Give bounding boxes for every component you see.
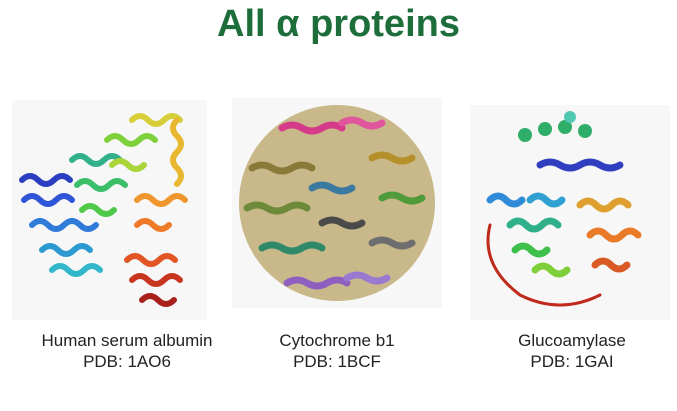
- protein-name: Glucoamylase: [518, 331, 626, 350]
- protein-pdb-id: PDB: 1AO6: [83, 352, 171, 371]
- protein-name: Human serum albumin: [41, 331, 213, 350]
- protein-image-albumin: [12, 100, 207, 320]
- protein-caption-albumin: Human serum albumin PDB: 1AO6: [22, 330, 232, 372]
- protein-pdb-id: PDB: 1GAI: [530, 352, 614, 371]
- protein-image-cytochrome: [232, 98, 442, 308]
- protein-caption-glucoamylase: Glucoamylase PDB: 1GAI: [482, 330, 662, 372]
- protein-name: Cytochrome b1: [279, 331, 395, 350]
- protein-image-glucoamylase: [470, 105, 670, 320]
- page-title: All α proteins: [217, 3, 460, 45]
- protein-caption-cytochrome: Cytochrome b1 PDB: 1BCF: [242, 330, 432, 372]
- protein-pdb-id: PDB: 1BCF: [293, 352, 381, 371]
